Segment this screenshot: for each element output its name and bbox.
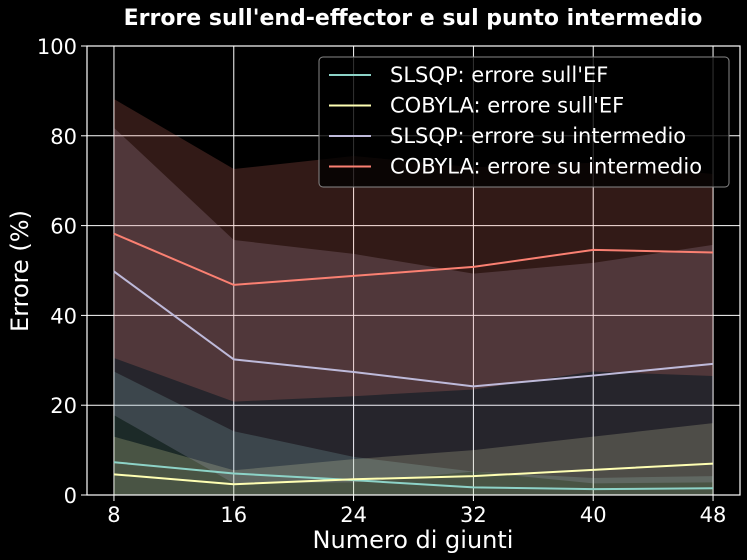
line-series-3 bbox=[113, 232, 714, 286]
plot-frame bbox=[86, 45, 741, 496]
confidence-bands bbox=[113, 98, 714, 495]
line-series-1 bbox=[113, 462, 714, 486]
band-series-2 bbox=[113, 127, 714, 484]
line-series-0 bbox=[113, 461, 714, 491]
legend-label-3: COBYLA: errore su intermedio bbox=[390, 155, 702, 179]
x-tick-label-1: 16 bbox=[220, 503, 247, 527]
line-series-2 bbox=[113, 270, 714, 388]
legend: SLSQP: errore sull'EF COBYLA: errore sull… bbox=[318, 56, 730, 188]
legend-box bbox=[318, 56, 730, 188]
chart-title: Errore sull'end-effector e sul punto int… bbox=[124, 6, 703, 31]
legend-label-1: COBYLA: errore sull'EF bbox=[390, 94, 624, 118]
x-tick-label-5: 48 bbox=[700, 503, 727, 527]
legend-label-2: SLSQP: errore su intermedio bbox=[390, 124, 686, 148]
series-lines bbox=[113, 232, 714, 491]
y-tick-label-2: 40 bbox=[50, 304, 77, 328]
band-series-1 bbox=[113, 423, 714, 495]
y-tick-label-5: 100 bbox=[37, 35, 77, 59]
x-tick-label-0: 8 bbox=[107, 503, 120, 527]
x-axis-label: Numero di giunti bbox=[313, 526, 514, 554]
y-axis-label: Errore (%) bbox=[6, 210, 34, 332]
y-tick-label-4: 80 bbox=[50, 125, 77, 149]
y-axis-ticks: 0 20 40 60 80 100 bbox=[37, 35, 87, 508]
x-axis-ticks: 8 16 24 32 40 48 bbox=[107, 495, 726, 527]
x-tick-label-2: 24 bbox=[340, 503, 367, 527]
y-tick-label-3: 60 bbox=[50, 215, 77, 239]
band-series-0 bbox=[113, 371, 714, 495]
x-tick-label-4: 40 bbox=[580, 503, 607, 527]
x-tick-label-3: 32 bbox=[460, 503, 487, 527]
legend-label-0: SLSQP: errore sull'EF bbox=[390, 63, 608, 87]
y-tick-label-1: 20 bbox=[50, 394, 77, 418]
y-tick-label-0: 0 bbox=[64, 484, 77, 508]
